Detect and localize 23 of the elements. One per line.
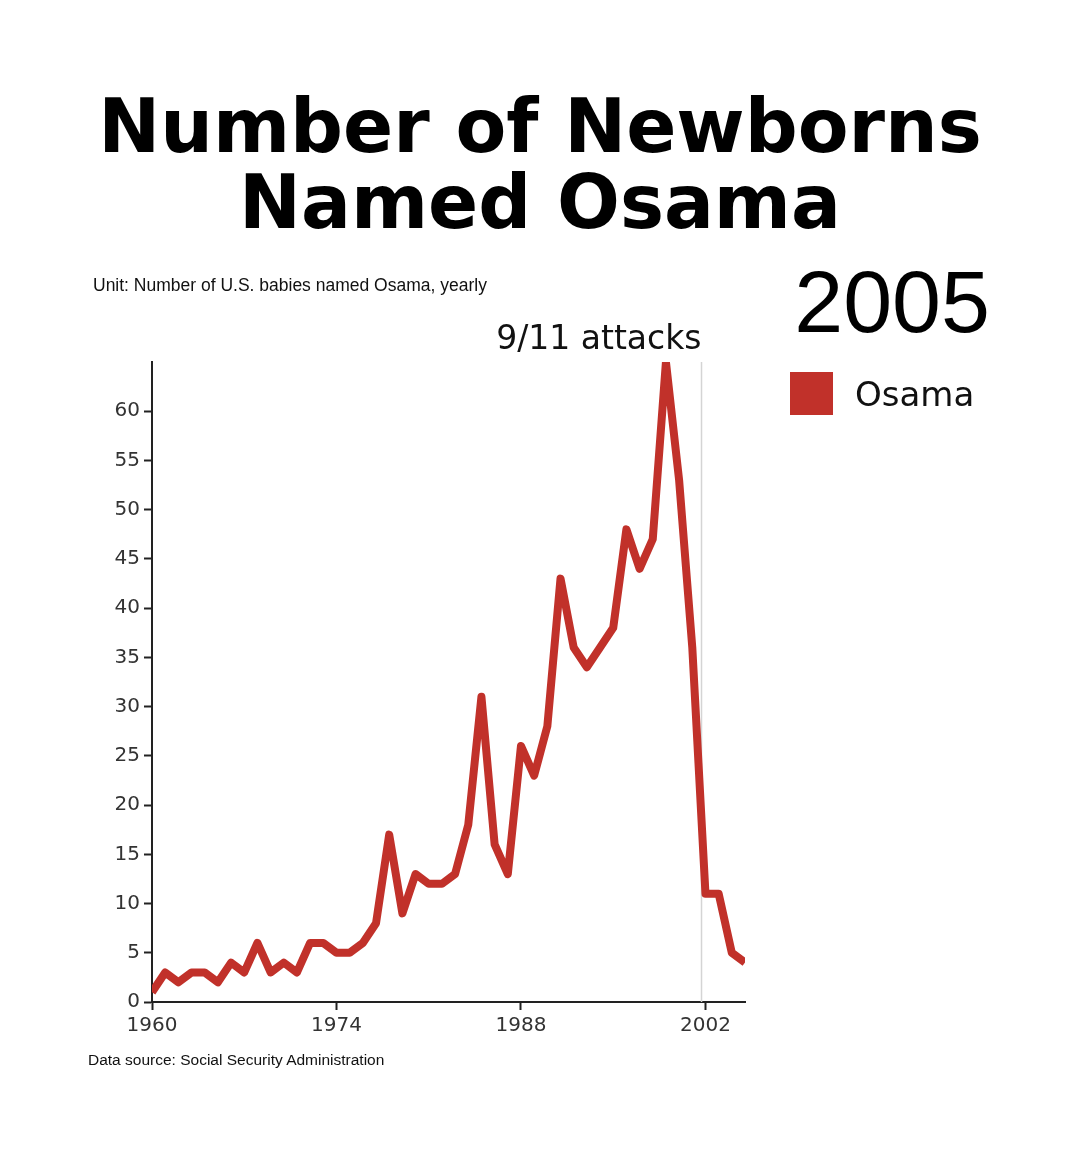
y-tick-label: 35 [114, 643, 140, 668]
y-tick-label: 60 [114, 397, 140, 422]
chart-title: Number of Newborns Named Osama [97, 83, 983, 245]
text: 2005 [794, 252, 990, 351]
y-tick-label: 10 [114, 889, 140, 914]
x-tick-label: 1974 [311, 1012, 362, 1037]
y-tick-label: 25 [114, 742, 140, 767]
y-tick-label: 20 [114, 791, 140, 816]
y-tick-label: 40 [114, 594, 140, 619]
y-tick-label: 0 [127, 988, 140, 1013]
y-tick-label: 45 [114, 545, 140, 570]
x-tick-label: 1988 [495, 1012, 547, 1037]
y-tick-label: 55 [114, 446, 140, 471]
y-tick-label: 5 [127, 938, 140, 963]
source-note: Data source: Social Security Administration [88, 1050, 385, 1070]
y-tick-label: 30 [114, 692, 140, 717]
chart-subtitle: Unit: Number of U.S. babies named Osama, yearly [93, 274, 487, 296]
y-tick-label: 15 [114, 840, 140, 865]
x-tick-label: 1960 [126, 1012, 178, 1037]
y-tick-label: 50 [114, 495, 140, 520]
x-tick-label: 2002 [680, 1012, 731, 1037]
ref-line-label: 9/11 attacks [496, 318, 702, 357]
legend-label: Osama [855, 373, 975, 414]
